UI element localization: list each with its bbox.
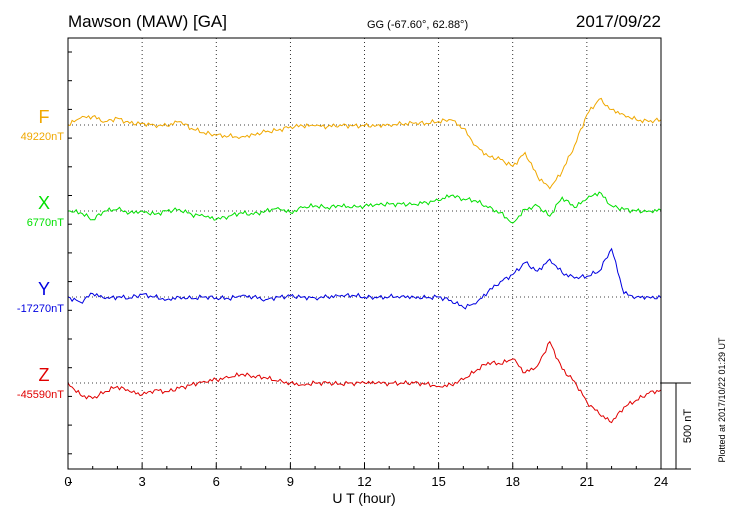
plot-date: 2017/09/22 [576,12,661,31]
trace-f [67,97,662,190]
x-tick-label: 12 [357,474,371,489]
baseline-value-y: -17270nT [17,303,64,315]
series-name-x: X [38,193,50,213]
x-axis-ticks: 0 3 6 9 12 15 18 21 24 [64,51,668,489]
plotted-timestamp: Plotted at 2017/10/22 01:29 UT [717,337,727,463]
grid-layer [68,38,661,469]
x-tick-label: 21 [580,474,594,489]
x-axis-label: U T (hour) [332,490,395,506]
x-tick-label: 24 [654,474,668,489]
x-tick-label: 9 [287,474,294,489]
baseline-value-x: 6770nT [27,217,65,229]
series-name-f: F [39,107,50,127]
scale-bar-label: 500 nT [682,409,694,444]
geographic-coordinates: GG (-67.60°, 62.88°) [367,19,468,31]
baseline-value-f: 49220nT [21,131,65,143]
scale-bar: 500 nT [661,382,694,470]
x-tick-label: 6 [213,474,220,489]
x-tick-label: 3 [139,474,146,489]
x-tick-label: 15 [431,474,445,489]
trace-x [68,191,662,224]
series-name-y: Y [38,279,50,299]
station-title: Mawson (MAW) [GA] [68,12,227,31]
series-name-z: Z [39,365,50,385]
x-tick-label: 0 [64,474,71,489]
trace-y [67,247,662,310]
x-tick-label: 18 [506,474,520,489]
baseline-value-z: -45590nT [17,389,64,401]
trace-layer [67,97,662,424]
series-label-layer: F 49220nT X 6770nT Y -17270nT Z -45590nT [17,107,64,401]
trace-z [67,340,662,424]
